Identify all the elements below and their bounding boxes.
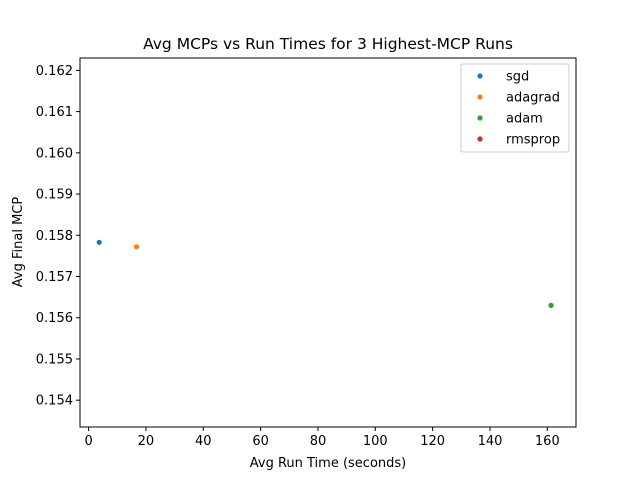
legend-label-sgd: sgd — [506, 70, 529, 85]
legend-label-rmsprop: rmsprop — [506, 133, 560, 148]
y-axis-title: Avg Final MCP — [11, 197, 26, 288]
legend: sgd adagrad adam rmsprop — [460, 63, 570, 153]
chart-title: Avg MCPs vs Run Times for 3 Highest-MCP … — [143, 35, 513, 53]
plot-area — [79, 57, 577, 428]
y-axis: 0.154 0.155 0.156 0.157 0.158 0.159 0.160 0.161… — [36, 64, 80, 409]
x-tick-label: 140 — [478, 434, 503, 449]
legend-marker-adagrad — [477, 94, 483, 100]
x-tick-label: 20 — [138, 434, 155, 449]
x-tick-label: 40 — [195, 434, 212, 449]
y-tick-label: 0.155 — [36, 352, 73, 367]
legend-marker-rmsprop — [477, 136, 483, 142]
y-tick-label: 0.160 — [36, 146, 73, 161]
legend-marker-adam — [477, 115, 483, 121]
x-tick-label: 100 — [363, 434, 388, 449]
x-axis: 0 20 40 60 80 100 120 140 160 — [84, 427, 560, 449]
data-point-adagrad — [133, 244, 140, 250]
legend-marker-sgd — [477, 73, 483, 79]
y-tick-label: 0.156 — [36, 311, 73, 326]
y-tick-label: 0.154 — [36, 394, 73, 409]
y-tick-label: 0.161 — [36, 105, 73, 120]
y-tick-label: 0.162 — [36, 64, 73, 79]
x-tick-label: 0 — [84, 434, 92, 449]
y-tick-label: 0.157 — [36, 270, 73, 285]
data-point-adam — [548, 302, 554, 308]
x-tick-label: 80 — [310, 434, 327, 449]
x-axis-title: Avg Run Time (seconds) — [250, 456, 407, 471]
x-tick-label: 60 — [252, 434, 269, 449]
legend-label-adam: adam — [506, 112, 543, 127]
data-points — [96, 239, 554, 308]
x-tick-label: 120 — [420, 434, 445, 449]
x-tick-label: 160 — [535, 434, 560, 449]
legend-box — [460, 63, 570, 153]
legend-label-adagrad: adagrad — [506, 91, 560, 106]
data-point-sgd — [96, 239, 102, 245]
y-tick-label: 0.159 — [36, 188, 73, 203]
y-tick-label: 0.158 — [36, 229, 73, 244]
